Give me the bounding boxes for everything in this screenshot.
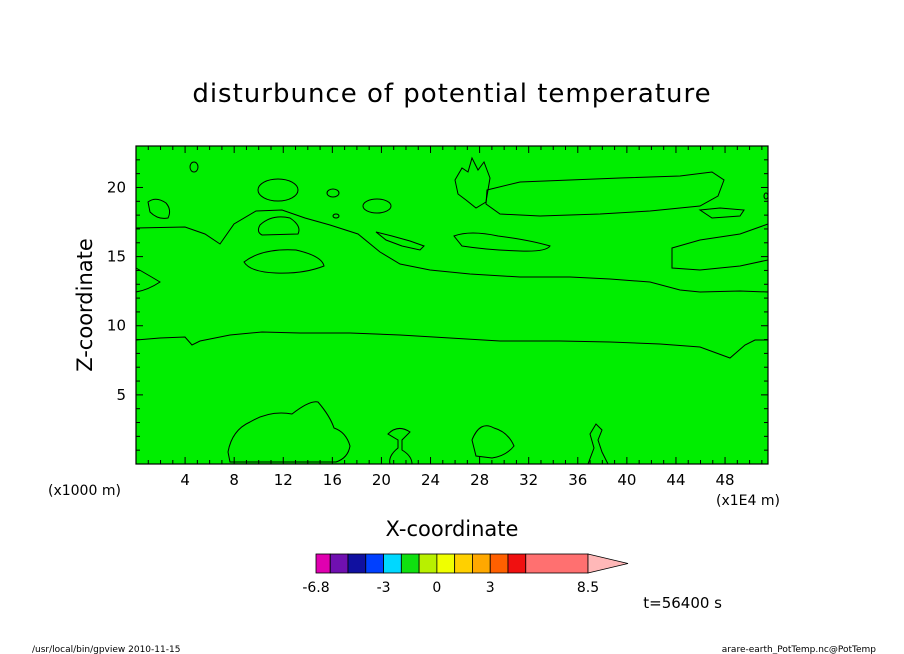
y-tick-label: 5 (116, 386, 126, 404)
green-lens-right-upper (698, 207, 745, 219)
upper-green-field (136, 146, 768, 464)
x-tick-label: 16 (323, 471, 342, 489)
x-tick-label: 20 (372, 471, 391, 489)
y-tick-label: 15 (107, 248, 126, 266)
x-tick-label: 8 (229, 471, 239, 489)
colorbar-tick-label: 3 (486, 580, 495, 596)
yellow-cell-low-4 (587, 423, 609, 465)
cyan-cell-2 (362, 198, 392, 214)
colorbar-box (400, 553, 420, 574)
colorbar-tick-label: -6.8 (302, 580, 329, 596)
colorbar-box (454, 553, 473, 574)
y-tick-label: 10 (107, 317, 126, 335)
x-tick-label: 36 (568, 471, 587, 489)
x-axis-label: X-coordinate (386, 517, 519, 541)
colorbar-box (329, 553, 349, 574)
x-axis-ticks: 4 8 12 16 20 24 28 32 36 40 44 48 (147, 146, 763, 489)
x-tick-label: 24 (421, 471, 440, 489)
colorbar-tick-label: 8.5 (577, 580, 599, 596)
cyan-cell-4 (453, 232, 551, 252)
orange-lower-fill (135, 331, 769, 465)
orange-cell-upper (257, 216, 300, 236)
y-axis-label: Z-coordinate (73, 238, 97, 372)
colorbar-box (365, 553, 384, 574)
cyan-cell-1 (257, 178, 299, 202)
colorbar-box (472, 553, 491, 574)
footer-left: /usr/local/bin/gpview 2010-11-15 (32, 645, 180, 654)
x-unit-label: (x1000 m) (48, 483, 121, 499)
colorbar: -6.8 -3 0 3 8.5 (302, 553, 629, 596)
yellow-upper-left-patch (135, 267, 161, 293)
y-axis-ticks: 5 10 15 20 (107, 159, 768, 451)
x-scale-label: (x1E4 m) (716, 493, 780, 509)
yellow-dot-1 (189, 161, 199, 173)
x-tick-label: 48 (716, 471, 735, 489)
plot-area (135, 145, 769, 465)
cyan-dot (332, 213, 340, 219)
x-tick-label: 28 (470, 471, 489, 489)
plot-frame (135, 145, 769, 465)
yellow-cell-low-2 (387, 428, 413, 465)
chart-title: disturbunce of potential temperature (192, 79, 711, 109)
colorbar-box (347, 553, 367, 574)
colorbar-box (507, 553, 527, 574)
footer-right: arare-earth_PotTemp.nc@PotTemp (722, 645, 877, 654)
y-tick-label: 20 (107, 178, 126, 196)
yellow-upper-fingers (454, 156, 491, 209)
x-tick-label: 40 (617, 471, 636, 489)
yellow-streak (375, 231, 425, 251)
x-tick-label: 4 (180, 471, 190, 489)
cyan-cell-3 (147, 198, 171, 219)
green-lens-mid (243, 249, 325, 274)
colorbar-tick-label: -3 (377, 580, 391, 596)
colorbar-box (436, 553, 456, 574)
colorbar-box (383, 553, 402, 574)
x-tick-label: 12 (274, 471, 293, 489)
yellow-cell-low-3 (471, 425, 515, 459)
yellow-cell-low-1 (227, 401, 351, 463)
yellow-upper-band (485, 171, 725, 217)
colorbar-extend-triangle (587, 553, 629, 574)
colorbar-tick-label: 0 (432, 580, 441, 596)
x-tick-label: 44 (666, 471, 685, 489)
time-label: t=56400 s (643, 594, 722, 612)
colorbar-box (525, 553, 589, 574)
colorbar-box (489, 553, 509, 574)
yellow-dot-2 (326, 188, 340, 198)
x-tick-label: 32 (519, 471, 538, 489)
colorbar-box (315, 553, 331, 574)
colorbar-box (418, 553, 438, 574)
yellow-layer-fill (135, 209, 769, 465)
